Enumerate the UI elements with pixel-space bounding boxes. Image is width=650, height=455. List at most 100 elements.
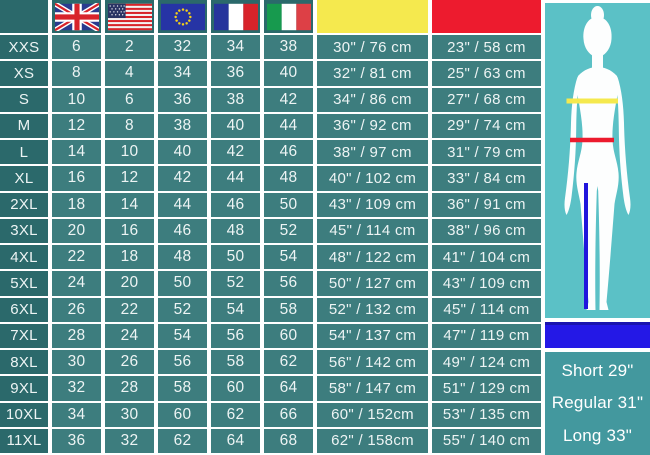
- size-label: 6XL: [0, 297, 48, 322]
- fr-size-cell: 64: [211, 428, 260, 453]
- it-size-cell: 48: [264, 166, 313, 191]
- waist-column-header-red: [432, 0, 541, 33]
- bust-cell: 45" / 114 cm: [317, 218, 428, 243]
- inseam-color-bar: [545, 322, 650, 348]
- eu-size-cell: 40: [158, 140, 207, 165]
- bust-cell: 43" / 109 cm: [317, 192, 428, 217]
- uk-size-cell: 34: [52, 402, 101, 427]
- fr-size-cell: 46: [211, 192, 260, 217]
- us-size-cell: 30: [105, 402, 154, 427]
- us-size-cell: 28: [105, 376, 154, 401]
- corner-cell: [0, 0, 48, 33]
- bust-cell: 38" / 97 cm: [317, 140, 428, 165]
- it-size-cell: 40: [264, 61, 313, 86]
- eu-size-cell: 36: [158, 87, 207, 112]
- us-size-cell: 8: [105, 113, 154, 138]
- bust-cell: 60" / 152cm: [317, 402, 428, 427]
- leg-length-long: Long 33": [562, 425, 633, 445]
- uk-size-cell: 10: [52, 87, 101, 112]
- leg-length-short: Short 29": [561, 360, 634, 380]
- waist-cell: 45" / 114 cm: [432, 297, 541, 322]
- neck: [592, 45, 603, 71]
- fr-size-cell: 40: [211, 113, 260, 138]
- size-label: XXS: [0, 35, 48, 60]
- us-size-cell: 2: [105, 35, 154, 60]
- female-silhouette-icon: [564, 6, 631, 310]
- uk-size-cell: 6: [52, 35, 101, 60]
- size-label: 4XL: [0, 245, 48, 270]
- uk-size-cell: 26: [52, 297, 101, 322]
- eu-size-cell: 54: [158, 323, 207, 348]
- us-size-cell: 10: [105, 140, 154, 165]
- fr-size-cell: 34: [211, 35, 260, 60]
- uk-size-cell: 18: [52, 192, 101, 217]
- fr-size-cell: 44: [211, 166, 260, 191]
- table-row: S 10 6 36 38 42 34" / 86 cm 27" / 68 cm: [0, 87, 541, 112]
- size-label: XS: [0, 61, 48, 86]
- waist-cell: 31" / 79 cm: [432, 140, 541, 165]
- uk-size-cell: 30: [52, 350, 101, 375]
- bust-cell: 48" / 122 cm: [317, 245, 428, 270]
- size-label: XL: [0, 166, 48, 191]
- it-size-cell: 58: [264, 297, 313, 322]
- fr-size-cell: 50: [211, 245, 260, 270]
- us-size-cell: 16: [105, 218, 154, 243]
- uk-size-cell: 32: [52, 376, 101, 401]
- fr-size-cell: 60: [211, 376, 260, 401]
- it-size-cell: 62: [264, 350, 313, 375]
- us-size-cell: 26: [105, 350, 154, 375]
- table-row: 7XL 28 24 54 56 60 54" / 137 cm 47" / 11…: [0, 323, 541, 348]
- size-label: 5XL: [0, 271, 48, 296]
- left-arm: [564, 77, 580, 215]
- it-size-cell: 50: [264, 192, 313, 217]
- waist-cell: 25" / 63 cm: [432, 61, 541, 86]
- waist-cell: 29" / 74 cm: [432, 113, 541, 138]
- eu-size-cell: 44: [158, 192, 207, 217]
- bust-cell: 62" / 158cm: [317, 428, 428, 453]
- it-size-cell: 42: [264, 87, 313, 112]
- right-arm: [615, 77, 631, 215]
- eu-size-cell: 52: [158, 297, 207, 322]
- fr-size-cell: 38: [211, 87, 260, 112]
- uk-size-cell: 8: [52, 61, 101, 86]
- size-label: 7XL: [0, 323, 48, 348]
- fr-size-cell: 62: [211, 402, 260, 427]
- waist-cell: 53" / 135 cm: [432, 402, 541, 427]
- us-size-cell: 6: [105, 87, 154, 112]
- it-size-cell: 56: [264, 271, 313, 296]
- bust-cell: 32" / 81 cm: [317, 61, 428, 86]
- table-row: 10XL 34 30 60 62 66 60" / 152cm 53" / 13…: [0, 402, 541, 427]
- uk-size-cell: 28: [52, 323, 101, 348]
- us-size-cell: 22: [105, 297, 154, 322]
- table-row: 9XL 32 28 58 60 64 58" / 147 cm 51" / 12…: [0, 376, 541, 401]
- waist-cell: 38" / 96 cm: [432, 218, 541, 243]
- leg-length-legend: Short 29" Regular 31" Long 33": [545, 352, 650, 455]
- us-size-cell: 20: [105, 271, 154, 296]
- body-measurement-figure: [545, 3, 650, 318]
- size-label: 2XL: [0, 192, 48, 217]
- fr-size-cell: 56: [211, 323, 260, 348]
- table-row: XXS 6 2 32 34 38 30" / 76 cm 23" / 58 cm: [0, 35, 541, 60]
- table-row: M 12 8 38 40 44 36" / 92 cm 29" / 74 cm: [0, 113, 541, 138]
- size-label: M: [0, 113, 48, 138]
- table-row: XS 8 4 34 36 40 32" / 81 cm 25" / 63 cm: [0, 61, 541, 86]
- waist-cell: 33" / 84 cm: [432, 166, 541, 191]
- us-size-cell: 32: [105, 428, 154, 453]
- waist-cell: 27" / 68 cm: [432, 87, 541, 112]
- bust-cell: 58" / 147 cm: [317, 376, 428, 401]
- it-size-cell: 52: [264, 218, 313, 243]
- uk-size-cell: 14: [52, 140, 101, 165]
- eu-size-cell: 46: [158, 218, 207, 243]
- us-flag-icon: [105, 0, 154, 33]
- uk-size-cell: 22: [52, 245, 101, 270]
- uk-size-cell: 24: [52, 271, 101, 296]
- fr-size-cell: 48: [211, 218, 260, 243]
- fr-size-cell: 42: [211, 140, 260, 165]
- us-size-cell: 24: [105, 323, 154, 348]
- waist-cell: 51" / 129 cm: [432, 376, 541, 401]
- eu-size-cell: 34: [158, 61, 207, 86]
- us-size-cell: 18: [105, 245, 154, 270]
- size-label: 9XL: [0, 376, 48, 401]
- it-size-cell: 60: [264, 323, 313, 348]
